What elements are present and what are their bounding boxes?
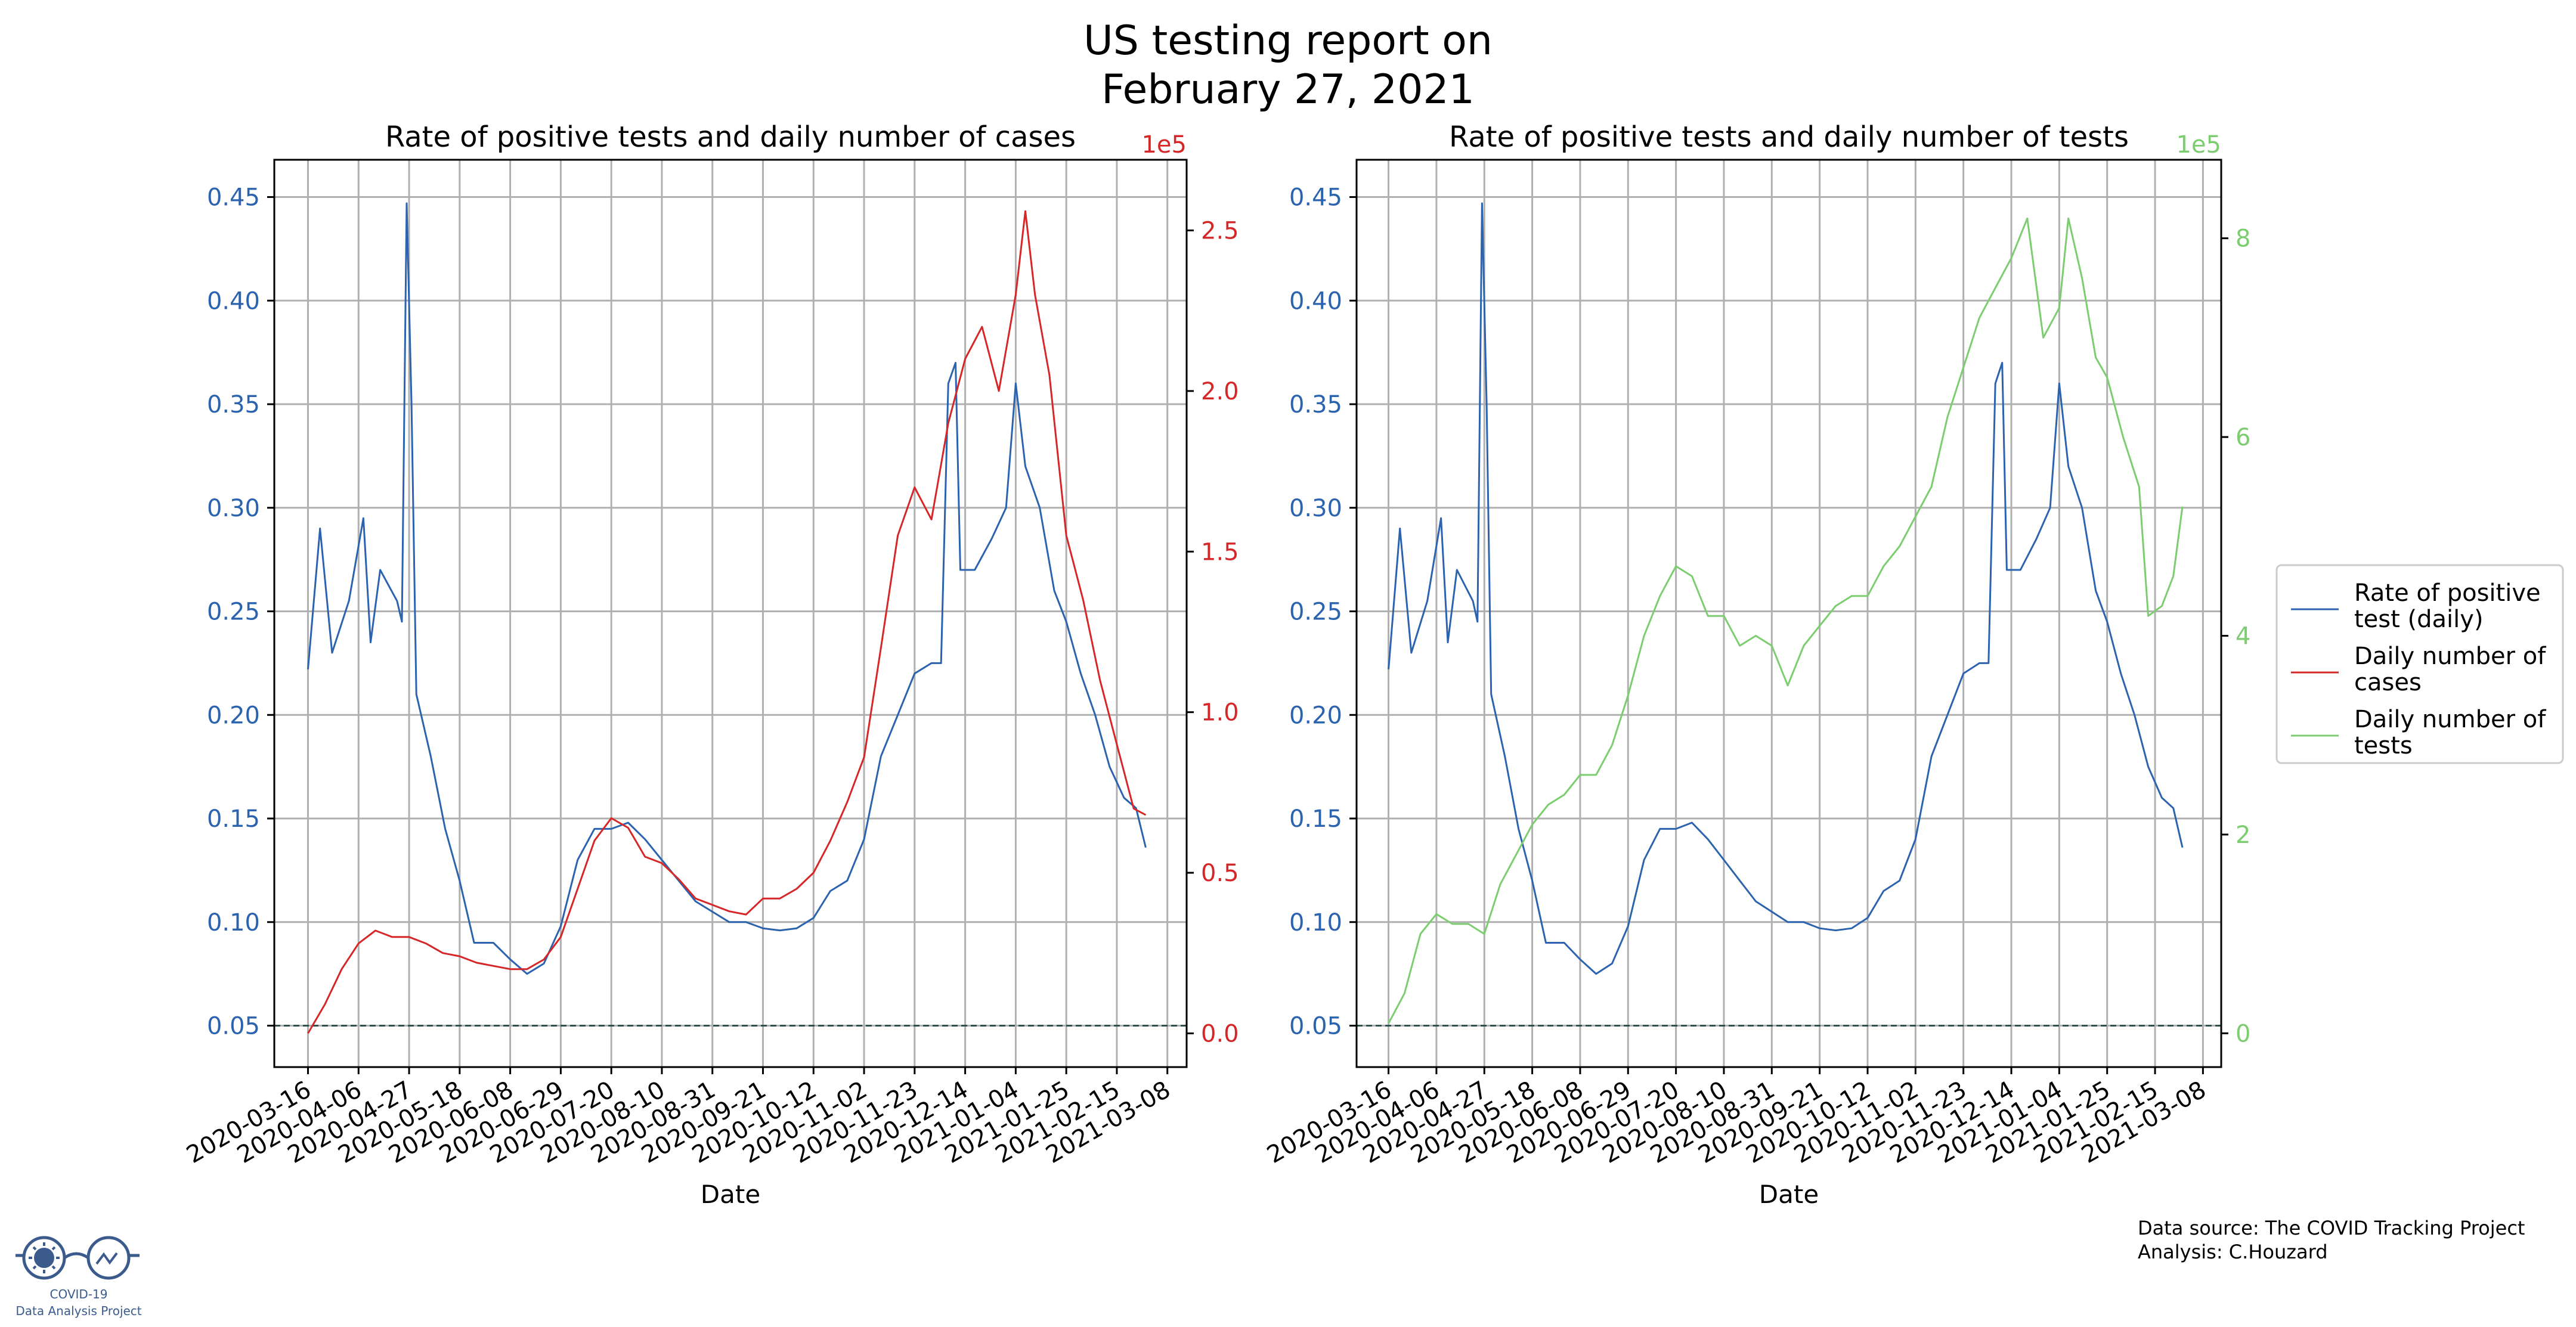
legend-label-line2: cases <box>2354 669 2422 696</box>
y-left-tick-label: 0.35 <box>1289 391 1342 418</box>
chart-title: Rate of positive tests and daily number … <box>385 120 1076 154</box>
plot-frame <box>273 159 1188 1068</box>
figure-title-line1: US testing report on <box>1083 17 1493 64</box>
data-source-note: Data source: The COVID Tracking Project … <box>2138 1216 2525 1264</box>
legend-label-line2: test (daily) <box>2354 606 2484 633</box>
x-axis-label: Date <box>701 1180 760 1209</box>
y-left-tick-label: 0.20 <box>1289 702 1342 729</box>
logo-line1: COVID-19 <box>49 1287 107 1301</box>
data-source-line: Data source: The COVID Tracking Project <box>2138 1217 2525 1239</box>
logo-line2: Data Analysis Project <box>16 1304 141 1318</box>
y-left-tick-label: 0.15 <box>207 805 260 833</box>
figure-title: US testing report on February 27, 2021 <box>0 17 2576 114</box>
legend-label-line2: tests <box>2354 732 2413 759</box>
series-line-rate <box>307 202 1147 975</box>
y-right-tick-label: 2.0 <box>1201 378 1239 405</box>
figure-title-line2: February 27, 2021 <box>1101 66 1475 113</box>
legend-label-line1: Rate of positive <box>2354 579 2541 607</box>
y-left-tick-label: 0.25 <box>207 599 260 626</box>
project-logo: COVID-19 Data Analysis Project <box>16 1236 142 1318</box>
y-right-tick-label: 1.0 <box>1201 699 1239 727</box>
y-left-tick-label: 0.10 <box>1289 909 1342 937</box>
legend-frame <box>2275 564 2564 764</box>
legend-label-line1: Daily number of <box>2354 643 2546 670</box>
y-left-tick-label: 0.05 <box>1289 1013 1342 1040</box>
legend-label-line1: Daily number of <box>2354 706 2546 733</box>
y-left-tick-label: 0.40 <box>207 287 260 315</box>
series-line-cases <box>307 210 1147 1034</box>
y-left-tick-label: 0.20 <box>207 702 260 729</box>
analysis-credit-line: Analysis: C.Houzard <box>2138 1241 2328 1263</box>
y-right-tick-label: 0.0 <box>1201 1020 1239 1047</box>
series-line-rate <box>1388 202 2184 975</box>
chart-panel-1: Rate of positive tests and daily number … <box>182 120 1239 1209</box>
series-line-tests <box>1388 217 2184 1024</box>
y-left-tick-label: 0.35 <box>207 391 260 418</box>
y-left-tick-label: 0.15 <box>1289 805 1342 833</box>
plot-frame <box>1355 159 2222 1068</box>
y-left-tick-label: 0.30 <box>207 495 260 522</box>
y-right-tick-label: 2 <box>2236 821 2250 849</box>
chart-panel-2: Rate of positive tests and daily number … <box>1262 120 2250 1209</box>
y-right-tick-label: 4 <box>2236 623 2250 650</box>
y-right-tick-label: 1.5 <box>1201 538 1239 566</box>
y-right-tick-label: 0 <box>2236 1020 2250 1047</box>
y-left-tick-label: 0.10 <box>207 909 260 937</box>
y-left-tick-label: 0.05 <box>207 1013 260 1040</box>
y-left-tick-label: 0.45 <box>207 184 260 212</box>
y-left-tick-label: 0.45 <box>1289 184 1342 212</box>
virus-glasses-icon <box>16 1236 140 1280</box>
y-right-offset-label: 1e5 <box>2176 131 2221 159</box>
y-right-offset-label: 1e5 <box>1141 131 1187 159</box>
chart-title: Rate of positive tests and daily number … <box>1449 120 2129 154</box>
y-left-tick-label: 0.30 <box>1289 495 1342 522</box>
x-axis-label: Date <box>1759 1180 1819 1209</box>
y-right-tick-label: 0.5 <box>1201 860 1239 887</box>
y-left-tick-label: 0.40 <box>1289 287 1342 315</box>
y-left-tick-label: 0.25 <box>1289 599 1342 626</box>
y-right-tick-label: 8 <box>2236 225 2250 253</box>
y-right-tick-label: 6 <box>2236 424 2250 451</box>
y-right-tick-label: 2.5 <box>1201 218 1239 245</box>
